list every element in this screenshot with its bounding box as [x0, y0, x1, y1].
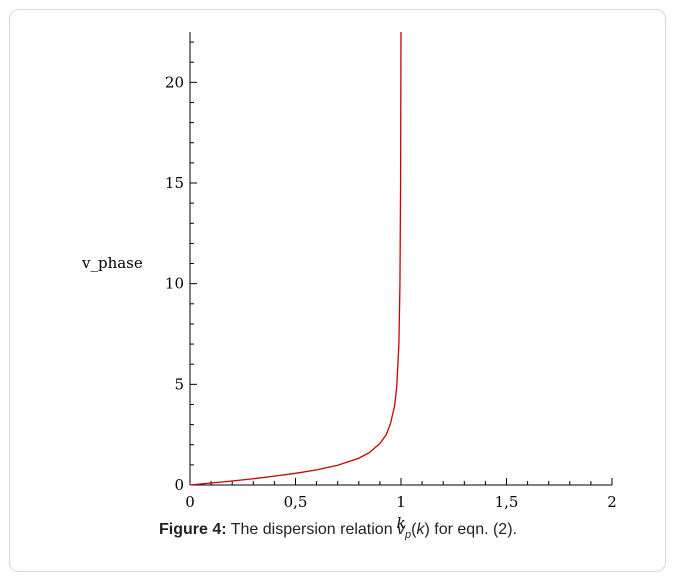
x-tick-label: 1: [396, 493, 406, 511]
caption-paren-open: (: [411, 521, 417, 538]
y-tick-label: 5: [174, 375, 184, 393]
series-line: [189, 31, 402, 486]
y-tick-label: 0: [174, 476, 184, 494]
y-tick-label: 10: [165, 275, 184, 293]
caption-arg: k: [416, 521, 425, 538]
ticks: [189, 41, 613, 486]
figure-frame: [9, 9, 666, 572]
y-tick-label: 15: [165, 174, 184, 192]
x-tick-label: 1,5: [495, 493, 519, 511]
x-tick-label: 0: [185, 493, 195, 511]
y-tick-label: 20: [165, 73, 184, 91]
x-axis-label: k: [396, 514, 405, 532]
x-tick-label: 2: [607, 493, 617, 511]
caption-label: Figure 4:: [159, 521, 227, 538]
caption-symbol: v: [397, 521, 406, 538]
caption-text-before: The dispersion relation: [226, 521, 398, 538]
caption-text-after: ) for eqn. (2).: [424, 521, 517, 538]
y-axis-label: v_phase: [81, 254, 143, 272]
caption-subscript: p: [405, 529, 412, 542]
figure-caption: Figure 4: The dispersion relation vp(k) …: [0, 521, 676, 541]
x-tick-label: 0,5: [284, 493, 308, 511]
